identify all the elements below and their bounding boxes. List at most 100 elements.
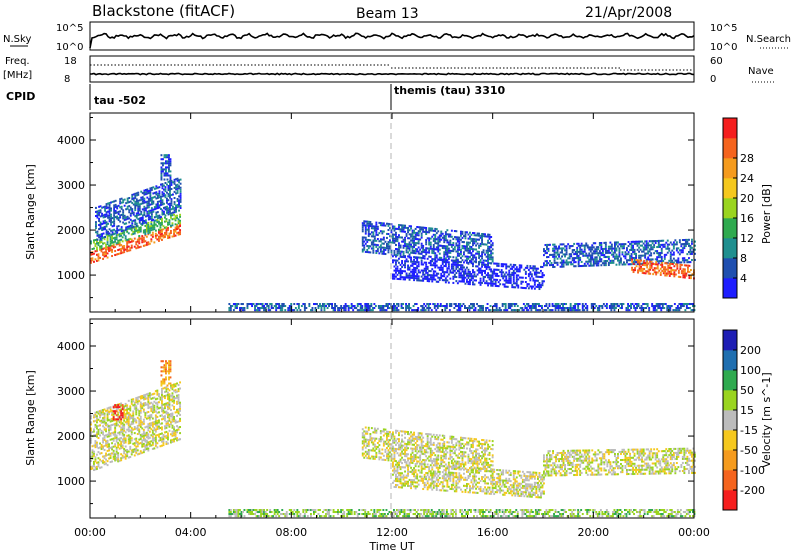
range-cell: [163, 206, 165, 209]
range-cell: [396, 252, 399, 255]
range-cell: [104, 205, 107, 208]
range-cell: [142, 445, 145, 448]
range-cell: [682, 305, 685, 308]
range-cell: [597, 252, 600, 255]
range-cell: [484, 263, 487, 266]
range-cell: [138, 428, 141, 431]
range-cell: [361, 238, 364, 241]
range-cell: [632, 271, 635, 274]
range-cell: [177, 227, 180, 230]
range-cell: [644, 254, 647, 257]
range-cell: [546, 243, 548, 246]
range-cell: [151, 425, 154, 428]
range-cell: [455, 250, 458, 253]
range-cell: [372, 245, 375, 248]
range-cell: [582, 264, 585, 267]
range-cell: [154, 430, 157, 433]
range-cell: [153, 392, 156, 395]
range-cell: [405, 243, 408, 246]
range-cell: [414, 244, 417, 247]
range-cell: [97, 432, 100, 435]
range-cell: [93, 414, 95, 417]
range-cell: [447, 257, 450, 260]
range-cell: [143, 213, 146, 216]
range-cell: [121, 240, 124, 243]
range-cell: [681, 239, 684, 242]
range-cell: [111, 239, 114, 242]
range-cell: [178, 185, 181, 188]
range-cell: [503, 309, 506, 312]
range-cell: [592, 242, 595, 245]
range-cell: [560, 303, 563, 306]
range-cell: [642, 250, 645, 253]
range-cell: [455, 263, 458, 266]
range-cell: [132, 422, 135, 425]
range-cell: [431, 278, 434, 281]
range-cell: [141, 421, 144, 424]
range-cell: [171, 218, 174, 221]
range-cell: [148, 422, 151, 425]
range-cell: [164, 415, 166, 418]
range-cell: [635, 256, 638, 259]
range-cell: [405, 272, 408, 275]
range-cell: [154, 418, 157, 421]
range-cell: [139, 237, 142, 240]
range-cell: [654, 258, 657, 261]
range-cell: [91, 455, 94, 458]
range-cell: [364, 228, 367, 231]
range-cell: [441, 232, 444, 235]
range-cell: [486, 303, 489, 306]
range-cell: [323, 303, 326, 306]
range-cell: [457, 305, 460, 308]
range-cell: [135, 405, 138, 408]
range-cell: [393, 227, 396, 230]
range-cell: [479, 269, 482, 272]
range-cell: [515, 268, 518, 271]
range-cell: [552, 249, 555, 252]
range-cell: [410, 243, 413, 246]
range-cell: [552, 247, 555, 250]
range-cell: [168, 395, 171, 398]
range-cell: [511, 265, 514, 268]
range-cell: [666, 239, 669, 242]
range-cell: [105, 434, 108, 437]
range-cell: [370, 235, 373, 238]
range-cell: [118, 252, 121, 255]
power-y-label: Slant Range [km]: [24, 164, 37, 260]
range-cell: [282, 303, 285, 306]
range-cell: [147, 228, 150, 231]
range-cell: [120, 213, 123, 216]
range-cell: [121, 444, 124, 447]
range-cell: [417, 269, 420, 272]
range-cell: [630, 303, 633, 306]
range-cell: [609, 247, 612, 250]
range-cell: [647, 252, 650, 255]
range-cell: [393, 307, 395, 310]
range-cell: [638, 259, 641, 262]
range-cell: [595, 256, 598, 259]
range-cell: [120, 238, 123, 241]
range-cell: [121, 416, 124, 419]
range-cell: [617, 257, 619, 260]
range-cell: [681, 243, 684, 246]
range-cell: [681, 249, 684, 252]
range-cell: [96, 417, 98, 420]
range-cell: [633, 261, 636, 264]
range-cell: [149, 189, 152, 192]
range-cell: [663, 243, 666, 246]
range-cell: [500, 275, 503, 278]
range-cell: [629, 263, 632, 266]
range-cell: [392, 275, 394, 278]
range-cell: [119, 228, 122, 231]
range-cell: [597, 254, 600, 257]
range-cell: [472, 283, 474, 286]
range-cell: [106, 454, 109, 457]
range-cell: [387, 229, 390, 232]
range-cell: [662, 239, 665, 242]
range-cell: [179, 413, 182, 416]
range-cell: [407, 231, 410, 234]
range-cell: [679, 303, 682, 306]
range-cell: [126, 406, 129, 409]
range-cell: [683, 276, 686, 279]
range-cell: [126, 434, 129, 437]
